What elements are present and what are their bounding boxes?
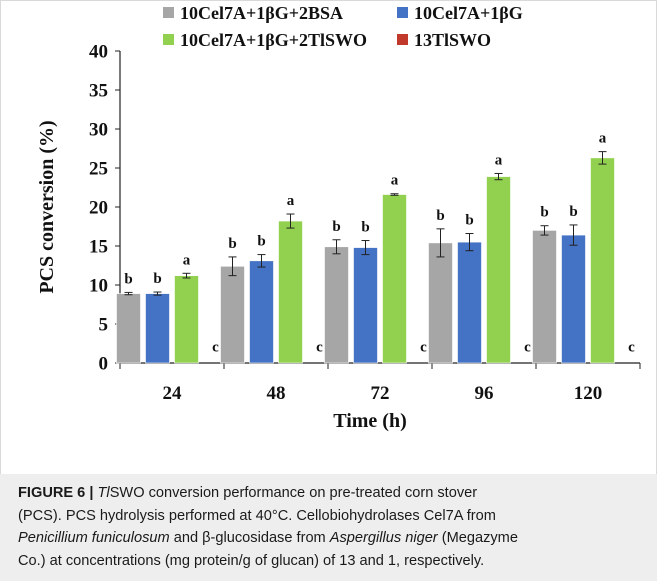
significance-label: b <box>124 271 132 287</box>
x-tick-label: 96 <box>475 383 494 404</box>
bar <box>278 220 303 364</box>
caption-line1: SWO conversion performance on pre-treate… <box>109 485 478 501</box>
significance-label: a <box>183 252 191 268</box>
legend-swatch <box>163 7 174 18</box>
y-tick-label: 35 <box>89 81 108 102</box>
bar <box>353 247 378 364</box>
y-tick-label: 20 <box>89 198 108 219</box>
significance-label: b <box>332 219 340 235</box>
bar <box>116 293 141 364</box>
bar <box>174 275 199 364</box>
x-tick-label: 24 <box>163 383 183 404</box>
significance-label: c <box>628 339 635 355</box>
legend-label: 10Cel7A+1βG+2BSA <box>180 3 343 23</box>
significance-label: b <box>436 208 444 224</box>
bar <box>428 242 453 364</box>
legend-swatch <box>397 34 408 45</box>
caption-species-2: Aspergillus niger <box>329 530 438 546</box>
legend-label: 10Cel7A+1βG+2TlSWO <box>180 30 367 50</box>
x-tick-label: 72 <box>371 383 390 404</box>
y-tick-label: 30 <box>89 120 108 141</box>
significance-label: c <box>316 339 323 355</box>
bar <box>382 194 407 364</box>
significance-label: a <box>599 131 607 147</box>
caption-line2: (PCS). PCS hydrolysis performed at 40°C.… <box>18 507 496 524</box>
significance-label: b <box>361 220 369 236</box>
legend-label: 10Cel7A+1βG <box>414 3 523 23</box>
y-tick-label: 40 <box>89 42 108 63</box>
significance-label: c <box>212 339 219 355</box>
x-axis-title: Time (h) <box>333 410 407 432</box>
y-tick-label: 25 <box>89 159 108 180</box>
significance-label: a <box>287 193 295 209</box>
caption-label: FIGURE 6 | <box>18 485 94 501</box>
bar-chart: 0 5 10 15 20 25 30 35 40 24 48 72 96 120 Time (h) PCS c… <box>36 3 641 432</box>
y-tick-label: 10 <box>89 276 108 297</box>
bar <box>561 234 586 364</box>
caption-species-1: Penicillium funiculosum <box>18 530 170 546</box>
significance-label: b <box>465 213 473 229</box>
bar <box>145 293 170 364</box>
significance-label: c <box>420 339 427 355</box>
y-tick-label: 15 <box>89 237 108 258</box>
y-tick-label: 0 <box>99 354 109 375</box>
significance-label: b <box>540 205 548 221</box>
bar <box>457 241 482 364</box>
y-tick-label: 5 <box>99 315 109 336</box>
y-axis-title: PCS conversion (%) <box>36 120 58 293</box>
bar <box>590 157 615 364</box>
bar <box>249 260 274 364</box>
legend-swatch <box>163 34 174 45</box>
significance-label: c <box>524 339 531 355</box>
bar <box>532 230 557 364</box>
x-tick-label: 48 <box>267 383 286 404</box>
figure-caption: FIGURE 6 | TlSWO conversion performance … <box>18 482 643 572</box>
caption-line4: Co.) at concentrations (mg protein/g of … <box>18 552 485 569</box>
significance-label: b <box>257 234 265 250</box>
bar <box>220 265 245 364</box>
significance-label: b <box>228 236 236 252</box>
significance-label: b <box>569 204 577 220</box>
legend-swatch <box>397 7 408 18</box>
x-tick-label: 120 <box>574 383 603 404</box>
significance-label: b <box>153 271 161 287</box>
significance-label: a <box>495 152 503 168</box>
caption-line3-end: (Megazyme <box>437 530 518 546</box>
legend-label: 13TlSWO <box>414 30 491 50</box>
caption-line3-mid: and β-glucosidase from <box>169 530 330 546</box>
caption-title-italic: Tl <box>97 485 110 501</box>
significance-label: a <box>391 173 399 189</box>
caption-panel <box>0 474 657 581</box>
bar <box>324 246 349 364</box>
bar <box>486 176 511 364</box>
